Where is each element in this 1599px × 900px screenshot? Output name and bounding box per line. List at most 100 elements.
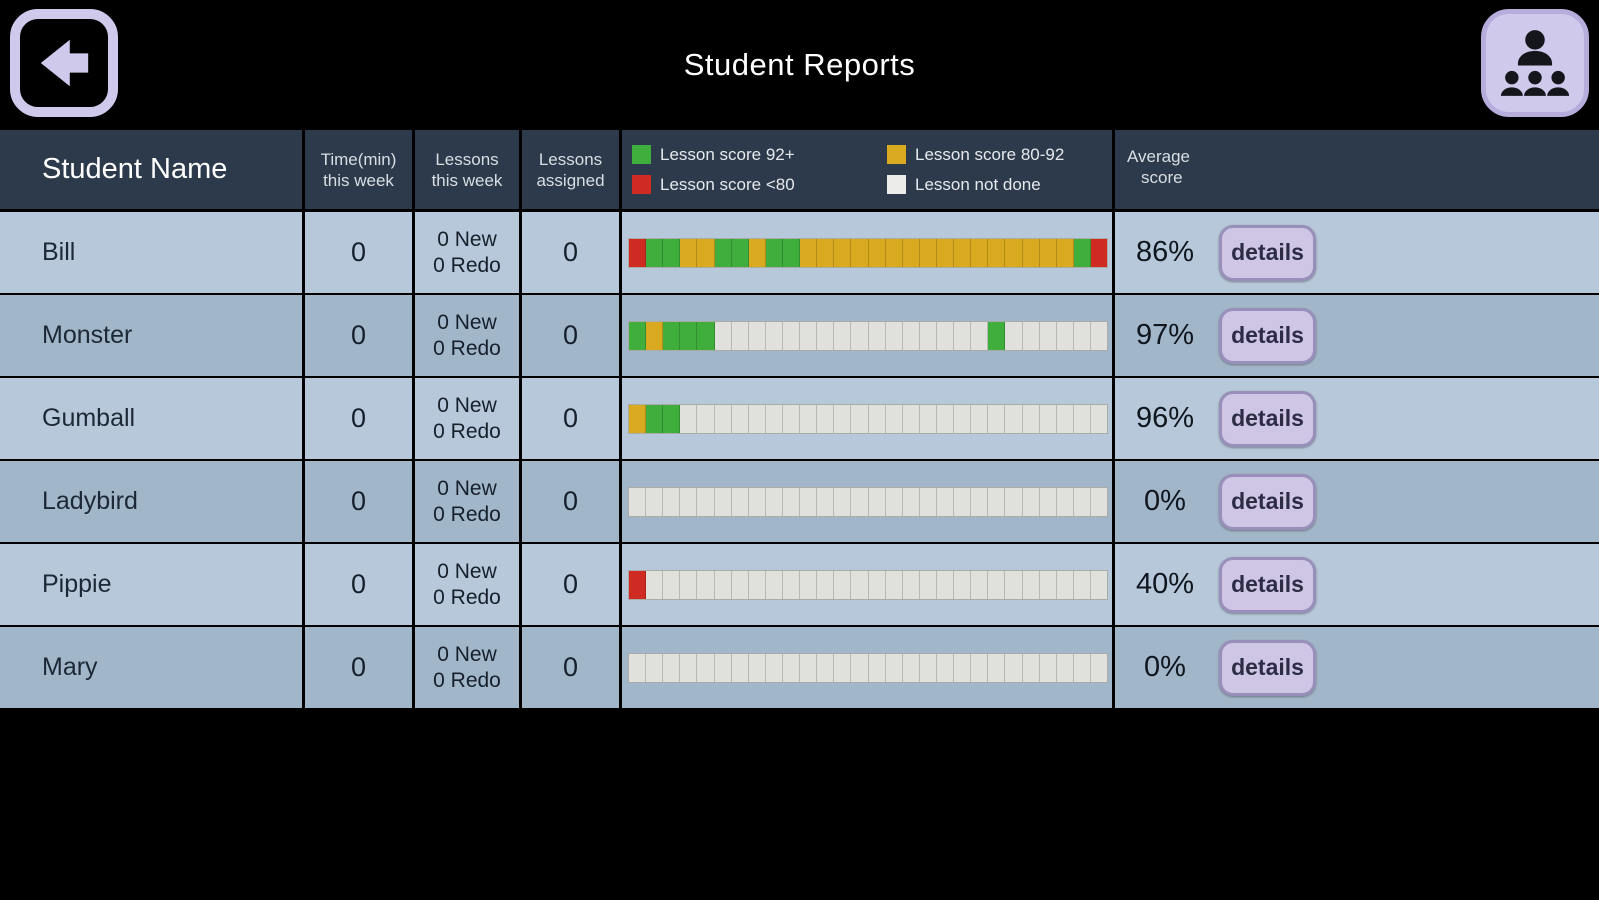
lessons-redo: 0 Redo: [433, 253, 501, 277]
lessons-this-week: 0 New 0 Redo: [415, 378, 522, 459]
legend-label: Lesson score 92+: [660, 144, 795, 164]
student-name: Monster: [0, 295, 305, 376]
lesson-score-bar: [628, 237, 1108, 268]
details-button[interactable]: details: [1219, 639, 1316, 696]
lessons-redo: 0 Redo: [433, 336, 501, 360]
average-score-cell: 0% details: [1115, 627, 1599, 708]
header-time-line1: Time(min): [320, 149, 397, 169]
header-student-name: Student Name: [0, 130, 305, 209]
legend-item-score-80-92: Lesson score 80-92: [887, 145, 1112, 165]
header-time-this-week: Time(min) this week: [305, 130, 415, 209]
lessons-this-week: 0 New 0 Redo: [415, 461, 522, 542]
header-assigned-line2: assigned: [536, 170, 605, 190]
legend-label: Lesson not done: [915, 174, 1041, 194]
average-score: 96%: [1135, 402, 1195, 434]
lessons-this-week: 0 New 0 Redo: [415, 544, 522, 625]
lesson-score-cell: [622, 544, 1115, 625]
lesson-score-cell: [622, 212, 1115, 293]
legend-label: Lesson score 80-92: [915, 144, 1065, 164]
average-score-cell: 97% details: [1115, 295, 1599, 376]
header-avg-line2: score: [1141, 168, 1183, 187]
time-this-week: 0: [305, 212, 415, 293]
average-score-cell: 40% details: [1115, 544, 1599, 625]
details-button[interactable]: details: [1219, 224, 1316, 281]
lessons-redo: 0 Redo: [433, 502, 501, 526]
average-score-cell: 0% details: [1115, 461, 1599, 542]
lessons-assigned: 0: [522, 461, 622, 542]
lessons-redo: 0 Redo: [433, 668, 501, 692]
average-score: 97%: [1135, 319, 1195, 351]
lesson-score-bar: [628, 320, 1108, 351]
header-average-score: Average score: [1115, 130, 1599, 209]
lesson-score-bar: [628, 403, 1108, 434]
lessons-assigned: 0: [522, 544, 622, 625]
average-score: 0%: [1144, 485, 1186, 517]
back-arrow-icon: [40, 39, 89, 87]
top-bar: Student Reports: [0, 0, 1599, 130]
students-icon: [1500, 30, 1570, 96]
table-row: Ladybird 0 0 New 0 Redo 0 0% details: [0, 461, 1599, 544]
details-button[interactable]: details: [1219, 473, 1316, 530]
lesson-score-cell: [622, 378, 1115, 459]
student-name: Gumball: [0, 378, 305, 459]
lessons-this-week: 0 New 0 Redo: [415, 212, 522, 293]
table-row: Bill 0 0 New 0 Redo 0 86% details: [0, 212, 1599, 295]
lessons-assigned: 0: [522, 378, 622, 459]
time-this-week: 0: [305, 461, 415, 542]
time-this-week: 0: [305, 295, 415, 376]
lessons-redo: 0 Redo: [433, 585, 501, 609]
lesson-score-bar: [628, 486, 1108, 517]
legend-item-not-done: Lesson not done: [887, 175, 1112, 195]
back-button[interactable]: [10, 9, 118, 117]
page-title: Student Reports: [683, 47, 916, 82]
student-name: Pippie: [0, 544, 305, 625]
lessons-assigned: 0: [522, 212, 622, 293]
legend-swatch-white: [887, 175, 906, 194]
student-name: Mary: [0, 627, 305, 708]
legend-swatch-red: [632, 175, 651, 194]
average-score: 40%: [1135, 568, 1195, 600]
details-button[interactable]: details: [1219, 390, 1316, 447]
average-score-cell: 96% details: [1115, 378, 1599, 459]
lessons-new: 0 New: [437, 559, 497, 583]
table-row: Monster 0 0 New 0 Redo 0 97% details: [0, 295, 1599, 378]
lesson-score-cell: [622, 461, 1115, 542]
lessons-new: 0 New: [437, 476, 497, 500]
student-name: Ladybird: [0, 461, 305, 542]
details-button[interactable]: details: [1219, 307, 1316, 364]
student-name: Bill: [0, 212, 305, 293]
time-this-week: 0: [305, 378, 415, 459]
table-row: Pippie 0 0 New 0 Redo 0 40% details: [0, 544, 1599, 627]
average-score: 86%: [1135, 236, 1195, 268]
header-assigned-line1: Lessons: [538, 149, 603, 169]
lessons-redo: 0 Redo: [433, 419, 501, 443]
legend-swatch-green: [632, 145, 651, 164]
lesson-score-cell: [622, 295, 1115, 376]
details-button[interactable]: details: [1219, 556, 1316, 613]
header-lessons-line2: this week: [431, 170, 503, 190]
header-legend: Lesson score 92+ Lesson score 80-92 Less…: [622, 130, 1115, 209]
header-time-line2: this week: [323, 170, 394, 190]
lessons-this-week: 0 New 0 Redo: [415, 295, 522, 376]
header-lessons-line1: Lessons: [435, 149, 499, 169]
legend-swatch-gold: [887, 145, 906, 164]
lessons-assigned: 0: [522, 627, 622, 708]
legend-label: Lesson score <80: [660, 174, 795, 194]
time-this-week: 0: [305, 627, 415, 708]
lessons-assigned: 0: [522, 295, 622, 376]
lesson-score-bar: [628, 652, 1108, 683]
student-report-table: Student Name Time(min) this week Lessons…: [0, 130, 1599, 710]
table-row: Gumball 0 0 New 0 Redo 0 96% details: [0, 378, 1599, 461]
table-row: Mary 0 0 New 0 Redo 0 0% details: [0, 627, 1599, 710]
lessons-new: 0 New: [437, 393, 497, 417]
students-button[interactable]: [1481, 9, 1589, 117]
lessons-new: 0 New: [437, 642, 497, 666]
lessons-new: 0 New: [437, 310, 497, 334]
header-lessons-assigned: Lessons assigned: [522, 130, 622, 209]
average-score: 0%: [1144, 651, 1186, 683]
average-score-cell: 86% details: [1115, 212, 1599, 293]
header-avg-line1: Average: [1127, 147, 1191, 166]
score-legend: Lesson score 92+ Lesson score 80-92 Less…: [622, 145, 1112, 195]
lessons-new: 0 New: [437, 227, 497, 251]
legend-item-score-92plus: Lesson score 92+: [632, 145, 887, 165]
